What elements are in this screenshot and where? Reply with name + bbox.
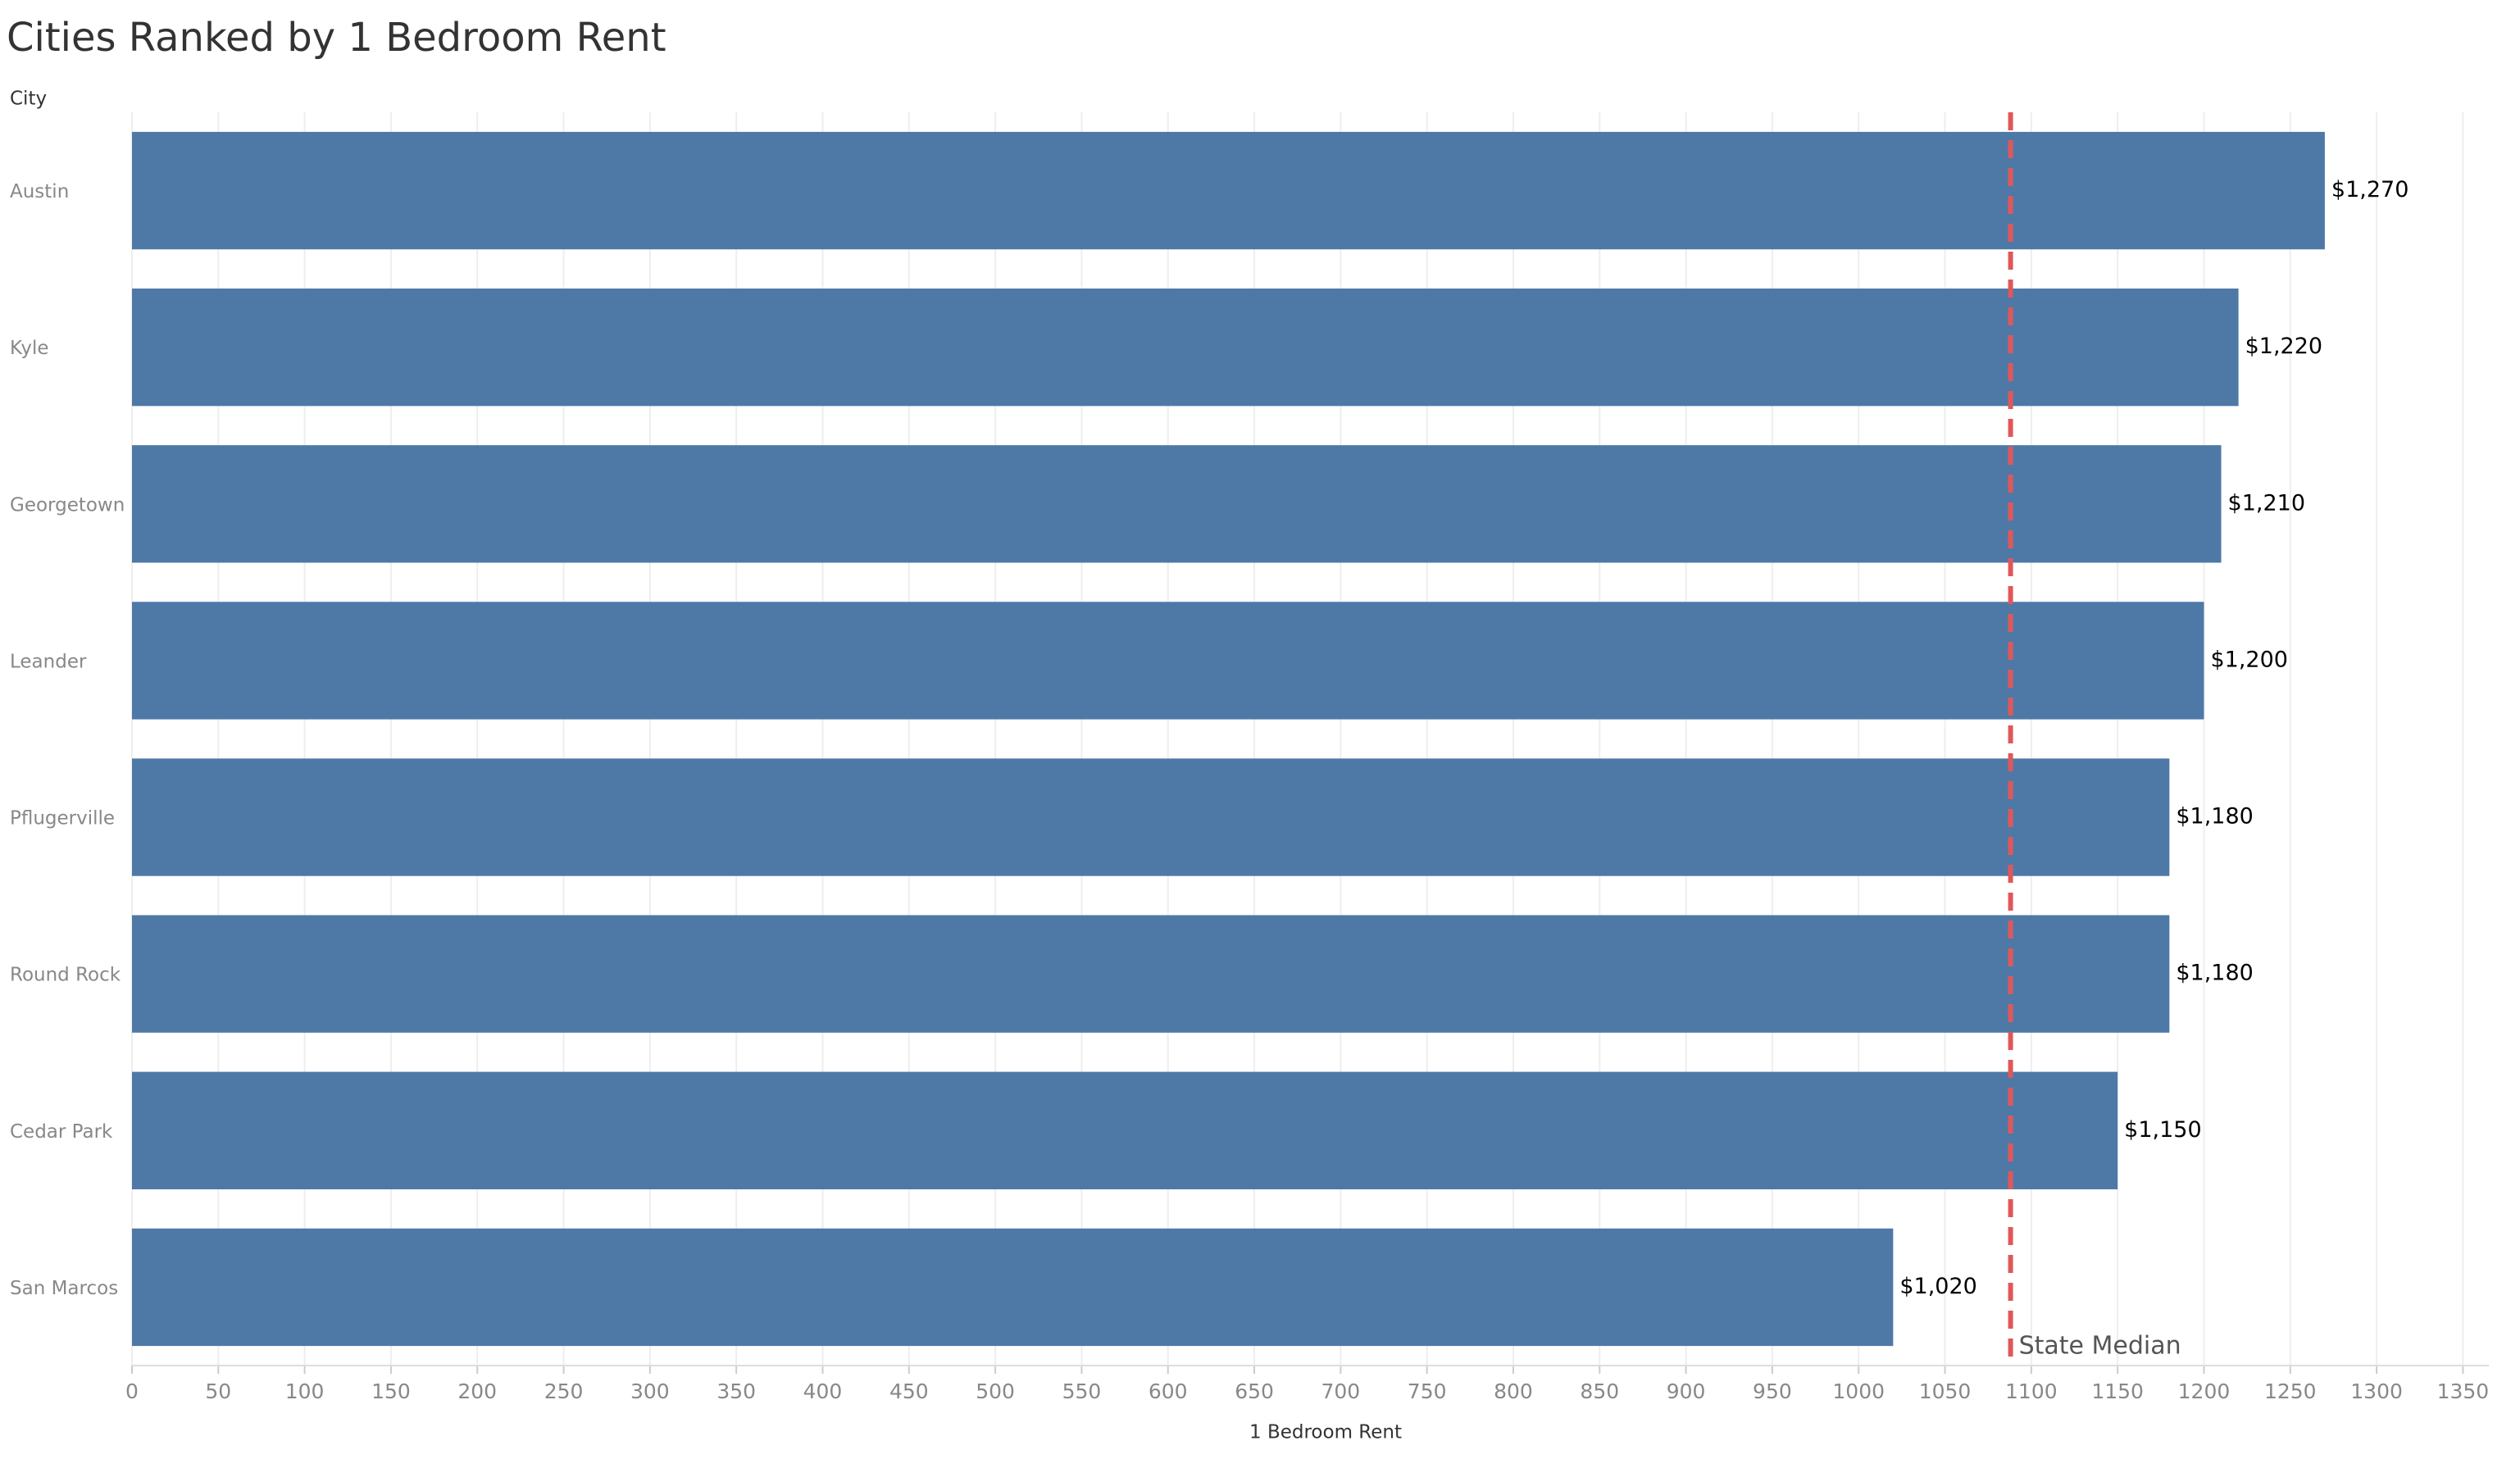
bar <box>132 602 2204 720</box>
chart-title: Cities Ranked by 1 Bedroom Rent <box>7 15 666 61</box>
bar <box>132 758 2170 876</box>
x-tick-label: 300 <box>630 1379 670 1403</box>
bar <box>132 289 2239 407</box>
x-tick-label: 250 <box>544 1379 584 1403</box>
value-label: $1,020 <box>1899 1274 1976 1299</box>
y-tick-label: Austin <box>10 181 69 202</box>
y-axis-title: City <box>10 89 47 110</box>
x-tick-label: 800 <box>1494 1379 1533 1403</box>
value-label: $1,270 <box>2331 177 2409 202</box>
x-axis-title: 1 Bedroom Rent <box>1249 1422 1402 1443</box>
x-tick-label: 1250 <box>2264 1379 2317 1403</box>
y-tick-label: San Marcos <box>10 1278 118 1299</box>
bar <box>132 131 2325 250</box>
x-tick-label: 450 <box>889 1379 929 1403</box>
x-tick-label: 650 <box>1235 1379 1274 1403</box>
value-label: $1,180 <box>2176 804 2253 829</box>
y-tick-label: Georgetown <box>10 494 125 516</box>
x-tick-label: 500 <box>976 1379 1015 1403</box>
value-label: $1,150 <box>2124 1117 2201 1143</box>
bar <box>132 915 2170 1033</box>
x-tick-label: 400 <box>803 1379 843 1403</box>
x-tick-label: 50 <box>205 1379 231 1403</box>
x-tick-label: 950 <box>1753 1379 1792 1403</box>
y-tick-label: Cedar Park <box>10 1121 113 1143</box>
x-tick-label: 1000 <box>1832 1379 1885 1403</box>
y-tick-label: Leander <box>10 651 87 672</box>
x-tick-label: 1350 <box>2437 1379 2490 1403</box>
x-tick-label: 200 <box>457 1379 497 1403</box>
x-tick-label: 1150 <box>2091 1379 2144 1403</box>
x-tick-label: 550 <box>1062 1379 1102 1403</box>
x-tick-label: 850 <box>1580 1379 1619 1403</box>
x-tick-label: 900 <box>1667 1379 1706 1403</box>
x-tick-label: 0 <box>125 1379 139 1403</box>
y-tick-label: Round Rock <box>10 965 121 986</box>
value-label: $1,220 <box>2245 334 2322 359</box>
y-tick-label: Kyle <box>10 338 49 359</box>
reference-label: State Median <box>2019 1332 2181 1361</box>
x-tick-label: 750 <box>1408 1379 1447 1403</box>
x-tick-label: 1050 <box>1919 1379 1972 1403</box>
bar <box>132 1071 2118 1189</box>
x-tick-label: 700 <box>1321 1379 1360 1403</box>
x-tick-label: 1300 <box>2350 1379 2403 1403</box>
x-tick-label: 1200 <box>2178 1379 2231 1403</box>
value-label: $1,210 <box>2228 490 2305 516</box>
x-tick-label: 350 <box>716 1379 756 1403</box>
y-tick-label: Pflugerville <box>10 808 115 829</box>
x-tick-label: 100 <box>285 1379 325 1403</box>
bar <box>132 445 2222 563</box>
value-label: $1,200 <box>2210 647 2287 672</box>
x-tick-label: 600 <box>1149 1379 1188 1403</box>
value-label: $1,180 <box>2176 961 2253 986</box>
x-tick-label: 150 <box>371 1379 411 1403</box>
x-tick-label: 1100 <box>2005 1379 2058 1403</box>
bar <box>132 1228 1894 1347</box>
